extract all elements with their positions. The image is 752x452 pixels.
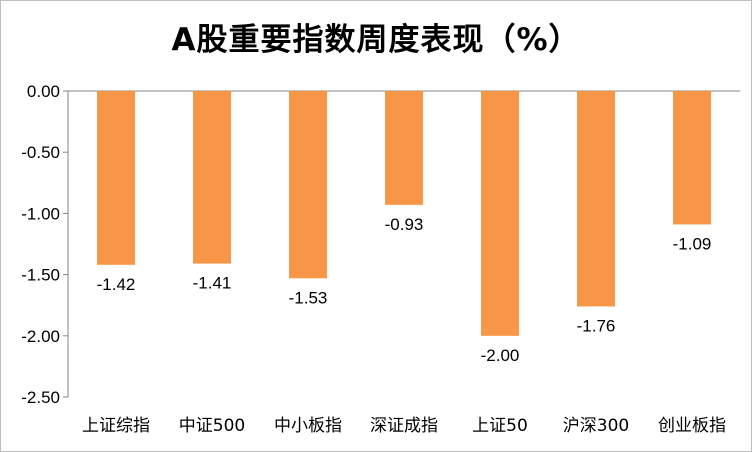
y-tick-label: -2.50 (21, 388, 60, 407)
y-tick-label: -2.00 (21, 327, 60, 346)
bar (673, 91, 711, 225)
y-tick-label: -1.50 (21, 266, 60, 285)
bar (481, 91, 519, 336)
category-label: 中证500 (179, 416, 245, 436)
bar (193, 91, 231, 264)
y-tick-label: -0.50 (21, 143, 60, 162)
y-tick-label: 0.00 (27, 82, 60, 101)
category-label: 创业板指 (658, 416, 726, 436)
bar (577, 91, 615, 307)
data-label: -0.93 (385, 215, 424, 234)
data-label: -1.41 (193, 274, 232, 293)
category-label: 中小板指 (274, 416, 342, 436)
category-label: 上证综指 (82, 416, 150, 436)
bar (289, 91, 327, 279)
data-label: -1.76 (577, 316, 616, 335)
data-label: -1.53 (289, 288, 328, 307)
chart-title: A股重要指数周度表现（%） (171, 22, 581, 58)
data-label: -1.09 (673, 234, 712, 253)
data-label: -2.00 (481, 346, 520, 365)
bar (385, 91, 423, 205)
category-label: 深证成指 (370, 416, 438, 436)
category-label: 上证50 (472, 416, 528, 436)
data-label: -1.42 (97, 275, 136, 294)
bar (97, 91, 135, 265)
category-label: 沪深300 (563, 416, 629, 436)
y-tick-label: -1.00 (21, 204, 60, 223)
